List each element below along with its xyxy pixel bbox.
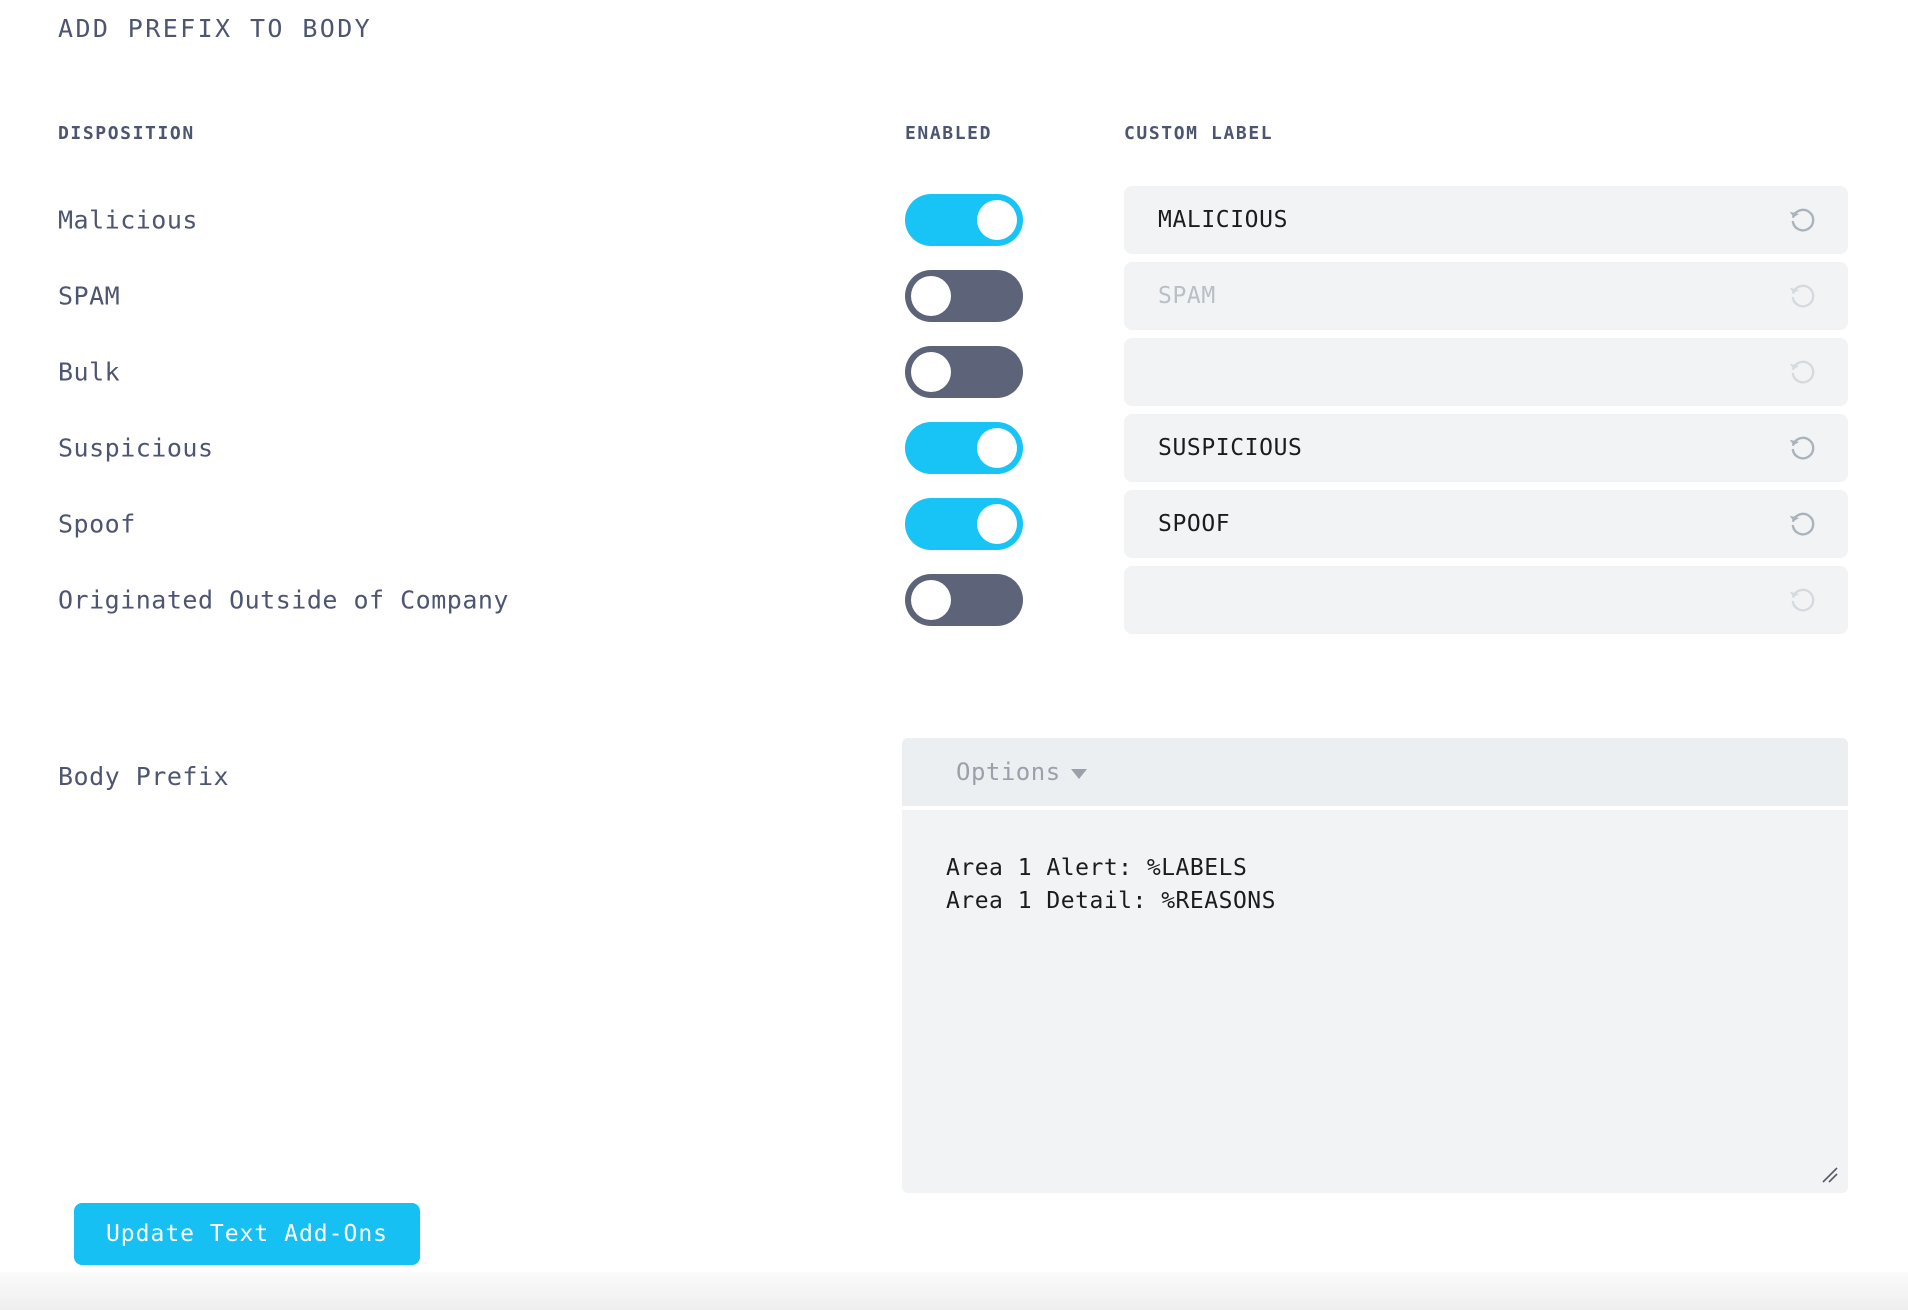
update-text-addons-button[interactable]: Update Text Add-Ons [74,1203,420,1265]
table-row: SPAM SPAM [0,250,1908,342]
enabled-toggle-1[interactable] [905,270,1023,322]
disposition-label-5: Originated Outside of Company [58,585,509,615]
editor-toolbar: Options [902,738,1848,806]
options-dropdown[interactable]: Options [956,758,1087,786]
custom-label-value: MALICIOUS [1158,207,1289,233]
toggle-knob [977,200,1017,240]
column-header-disposition: DISPOSITION [58,123,195,144]
table-row: Suspicious SUSPICIOUS [0,402,1908,494]
disposition-label-4: Spoof [58,509,136,539]
reset-icon[interactable] [1788,433,1818,463]
page-title: ADD PREFIX TO BODY [58,14,373,43]
toggle-knob [911,276,951,316]
reset-icon[interactable] [1788,585,1818,615]
enabled-toggle-4[interactable] [905,498,1023,550]
toggle-knob [977,504,1017,544]
enabled-toggle-5[interactable] [905,574,1023,626]
options-dropdown-label: Options [956,758,1061,786]
toggle-knob [911,580,951,620]
body-prefix-line-2: Area 1 Detail: %REASONS [946,888,1276,914]
custom-label-input-1[interactable]: SPAM [1124,262,1848,330]
enabled-toggle-0[interactable] [905,194,1023,246]
reset-icon[interactable] [1788,205,1818,235]
body-prefix-textarea[interactable]: Area 1 Alert: %LABELS Area 1 Detail: %RE… [902,810,1848,1193]
disposition-label-3: Suspicious [58,433,214,463]
custom-label-input-0[interactable]: MALICIOUS [1124,186,1848,254]
resize-grip-icon[interactable] [1820,1165,1840,1185]
body-prefix-line-1: Area 1 Alert: %LABELS [946,855,1248,881]
table-row: Malicious MALICIOUS [0,174,1908,266]
reset-icon[interactable] [1788,509,1818,539]
column-header-custom-label: CUSTOM LABEL [1124,123,1274,144]
table-row: Bulk [0,326,1908,418]
custom-label-input-3[interactable]: SUSPICIOUS [1124,414,1848,482]
disposition-label-0: Malicious [58,205,198,235]
disposition-label-2: Bulk [58,357,121,387]
disposition-label-1: SPAM [58,281,121,311]
custom-label-value: SUSPICIOUS [1158,435,1303,461]
table-row: Originated Outside of Company [0,554,1908,646]
table-row: Spoof SPOOF [0,478,1908,570]
custom-label-value: SPAM [1158,283,1216,309]
column-header-enabled: ENABLED [905,123,993,144]
reset-icon[interactable] [1788,357,1818,387]
custom-label-input-4[interactable]: SPOOF [1124,490,1848,558]
custom-label-value: SPOOF [1158,511,1231,537]
custom-label-input-5[interactable] [1124,566,1848,634]
custom-label-input-2[interactable] [1124,338,1848,406]
body-prefix-editor: Options Area 1 Alert: %LABELS Area 1 Det… [902,738,1848,1193]
reset-icon[interactable] [1788,281,1818,311]
chevron-down-icon [1070,768,1087,779]
toggle-knob [911,352,951,392]
toggle-knob [977,428,1017,468]
body-prefix-label: Body Prefix [58,762,230,791]
footer-strip [0,1272,1908,1310]
enabled-toggle-3[interactable] [905,422,1023,474]
enabled-toggle-2[interactable] [905,346,1023,398]
